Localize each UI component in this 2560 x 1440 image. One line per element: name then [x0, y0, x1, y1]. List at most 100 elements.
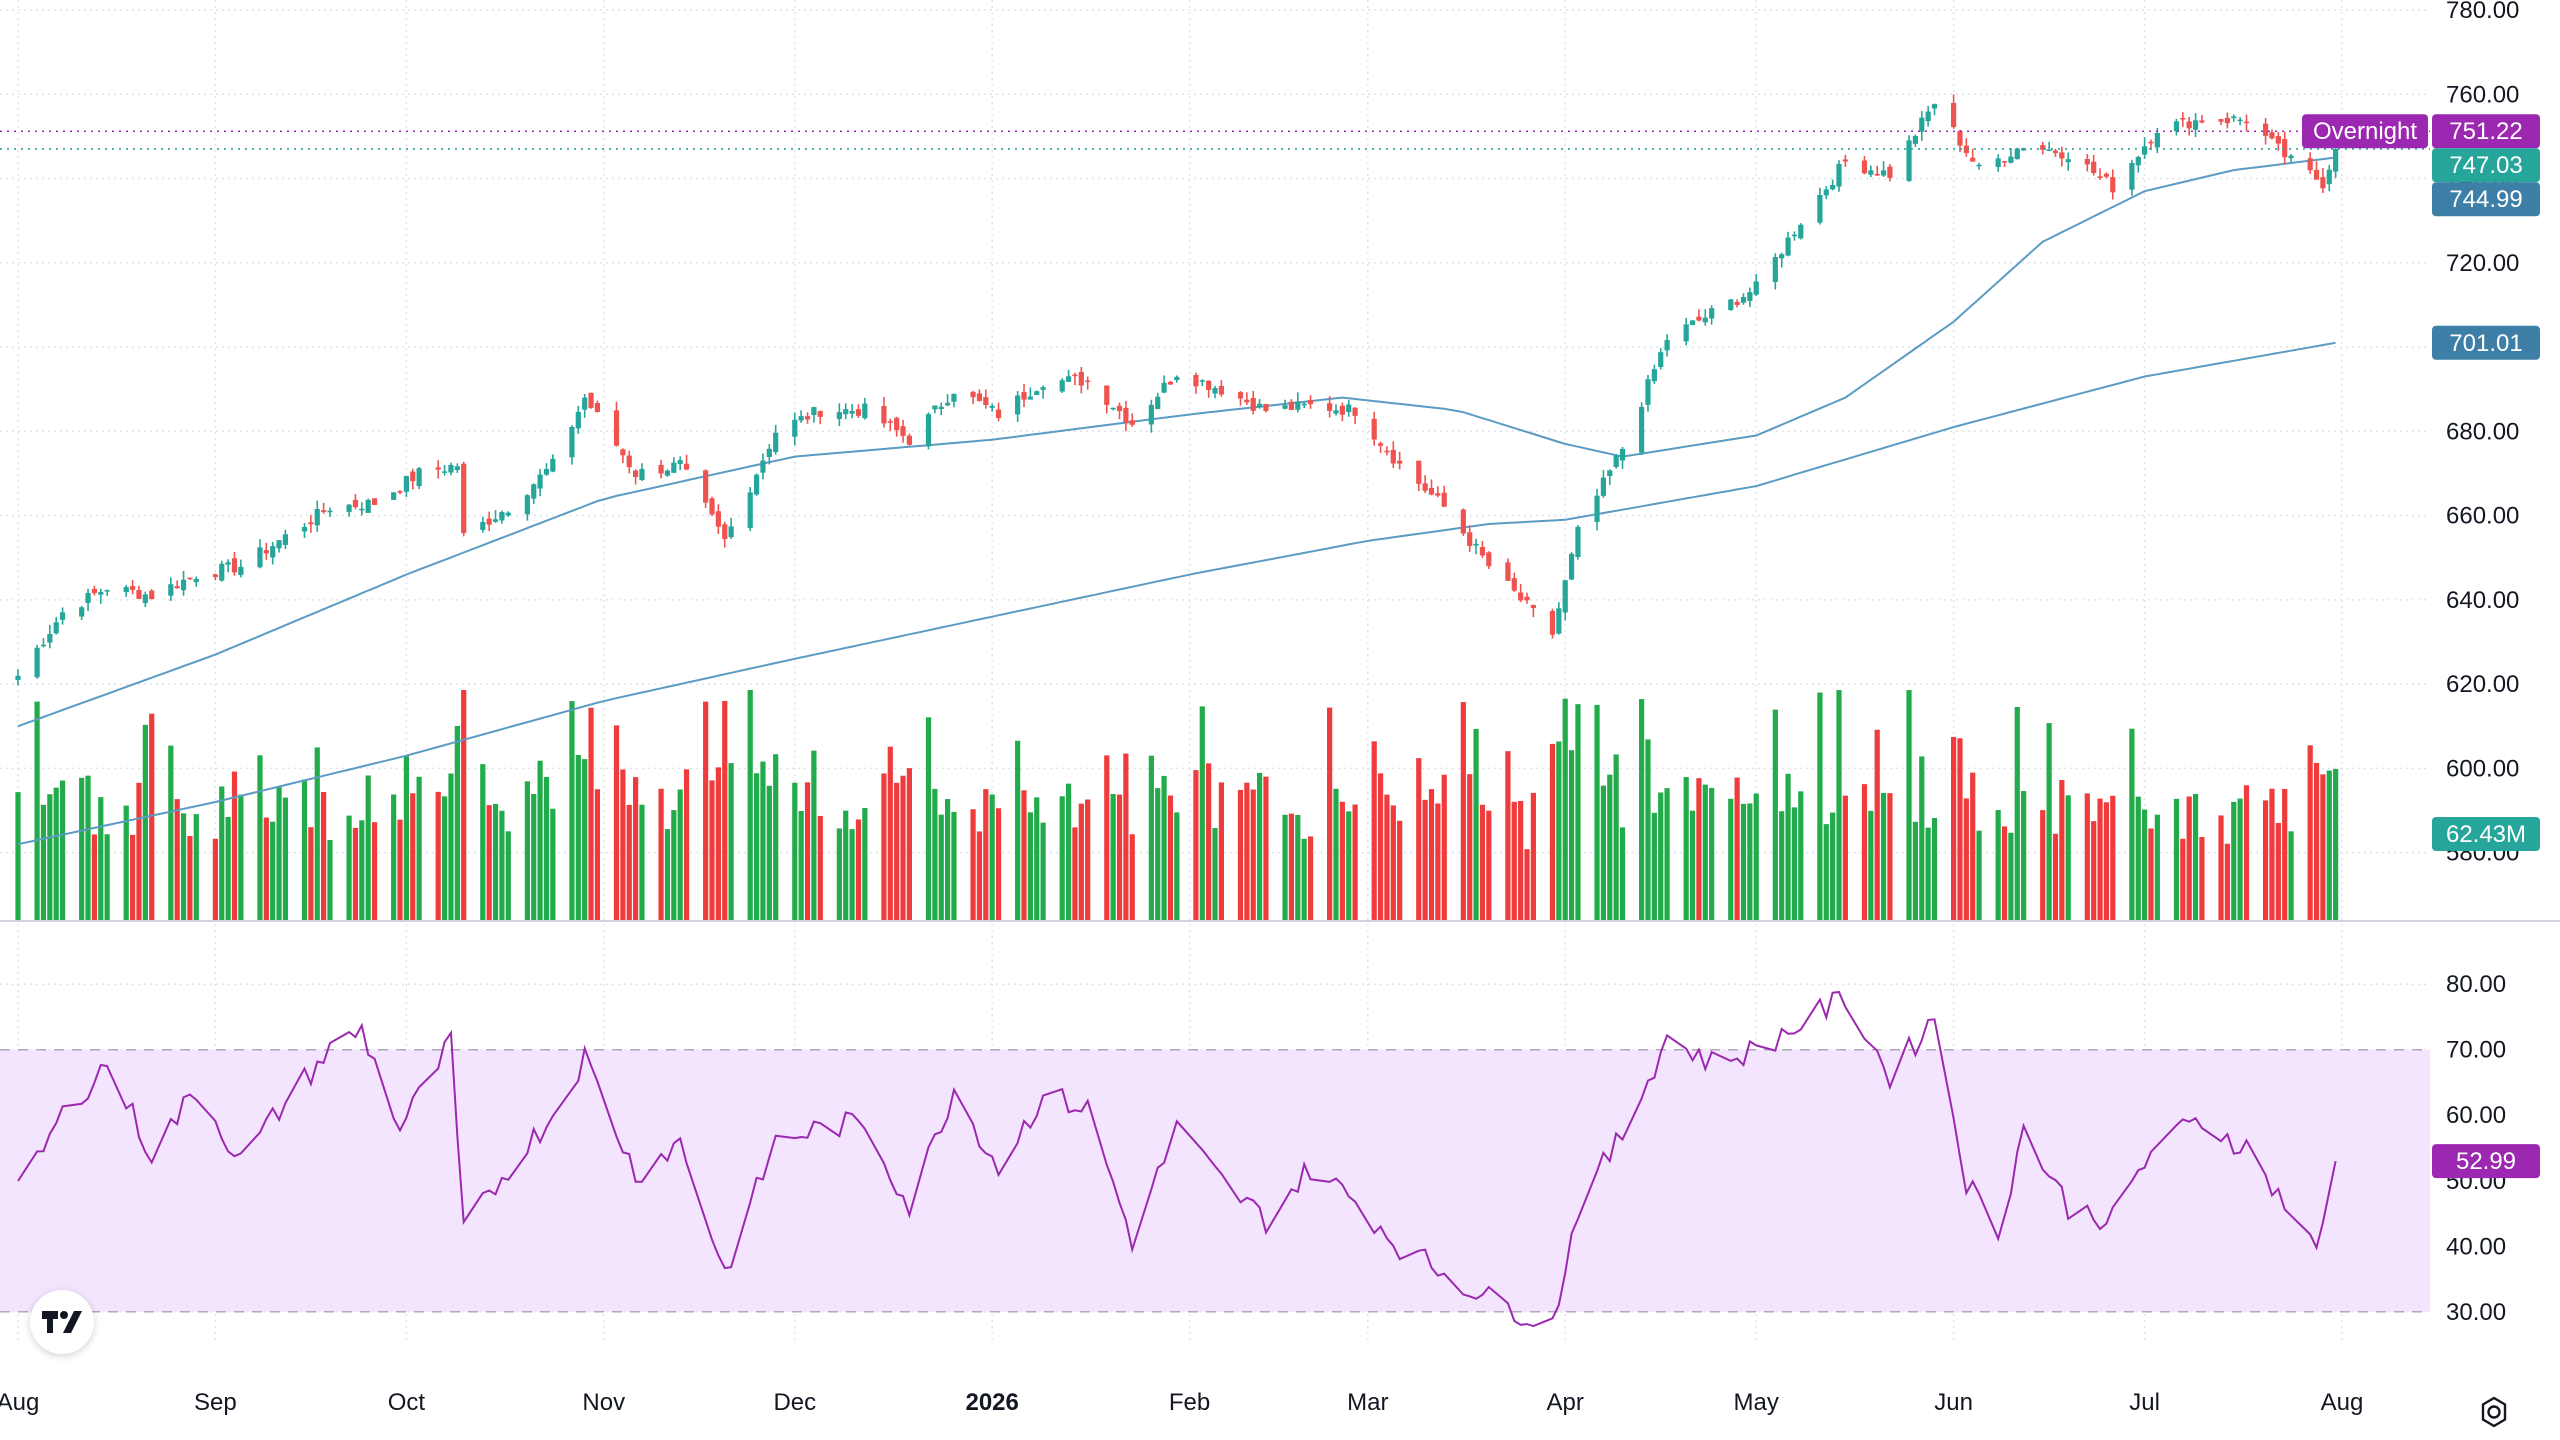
- candle-body: [1034, 391, 1040, 396]
- candle-body: [174, 586, 180, 589]
- candle-body: [1428, 487, 1435, 495]
- candle-body: [843, 409, 849, 415]
- time-tick-label: Feb: [1169, 1389, 1210, 1416]
- volume-bar: [855, 819, 862, 920]
- candle-body: [1594, 495, 1600, 522]
- candle-body: [2097, 176, 2103, 178]
- volume-bar: [321, 792, 327, 920]
- volume-bar: [760, 761, 766, 920]
- candle-body: [970, 391, 976, 398]
- candle-body: [1925, 111, 1931, 122]
- candle-body: [582, 397, 588, 410]
- volume-bar: [104, 834, 110, 920]
- candle-body: [1250, 397, 1256, 411]
- volume-bar: [989, 794, 995, 920]
- volume-bar: [1734, 777, 1740, 920]
- candle-body: [2237, 119, 2243, 122]
- candle-body: [2091, 161, 2097, 174]
- candle-body: [1709, 308, 1715, 319]
- volume-bar: [995, 808, 1002, 920]
- candle-body: [1435, 493, 1441, 496]
- candle-body: [282, 534, 289, 545]
- time-axis[interactable]: Aug Sep Oct Nov Dec 2026 Feb Mar Apr May Jun Jul Aug: [0, 1389, 2363, 1416]
- volume-bar: [2231, 801, 2237, 920]
- candle-body: [1791, 234, 1798, 237]
- volume-bar: [142, 724, 148, 920]
- volume-bar: [1435, 803, 1441, 920]
- volume-bar: [543, 776, 550, 920]
- volume-bar: [1842, 795, 1848, 920]
- tradingview-logo[interactable]: [30, 1290, 94, 1354]
- volume-bar: [1524, 849, 1530, 920]
- volume-bar: [1104, 755, 1110, 920]
- volume-bar: [365, 775, 371, 920]
- candle-body: [1479, 547, 1486, 556]
- volume-bar: [499, 810, 505, 920]
- volume-bar: [1568, 750, 1575, 920]
- candle-body: [225, 562, 231, 565]
- candle-body: [709, 498, 715, 515]
- volume-bar: [1015, 740, 1021, 920]
- volume-bar: [1607, 774, 1613, 920]
- volume-bar: [747, 690, 753, 920]
- volume-bar: [397, 819, 403, 920]
- candle-body: [403, 476, 409, 492]
- candle-body: [359, 508, 365, 511]
- candle-body: [537, 474, 543, 489]
- volume-bar: [1740, 803, 1747, 920]
- volume-bar: [1772, 709, 1778, 920]
- candle-body: [2192, 120, 2199, 130]
- candle-body: [136, 589, 142, 599]
- volume-bar: [938, 814, 944, 920]
- candle-body: [836, 412, 842, 419]
- settings-icon[interactable]: [2474, 1392, 2514, 1432]
- candle-body: [1957, 131, 1963, 146]
- volume-bar: [486, 805, 492, 920]
- price-tick-label: 640.00: [2446, 587, 2519, 614]
- candle-body: [505, 512, 511, 516]
- candle-body: [569, 426, 575, 458]
- candle-body: [671, 462, 677, 473]
- candle-body: [1110, 407, 1116, 410]
- volume-bar: [639, 804, 645, 920]
- candle-body: [524, 495, 530, 515]
- price-tick-label: 660.00: [2446, 503, 2519, 530]
- candle-body: [1199, 380, 1205, 382]
- ma200-line: [17, 341, 2336, 846]
- candle-body: [1486, 552, 1492, 567]
- volume-bar: [1422, 799, 1428, 920]
- candle-body: [1696, 316, 1702, 321]
- volume-bar: [1288, 813, 1295, 920]
- candle-body: [1868, 170, 1874, 175]
- volume-bar: [1549, 743, 1556, 920]
- candle-body: [932, 405, 938, 410]
- time-tick-label: May: [1734, 1389, 1779, 1416]
- volume-bar: [1639, 699, 1645, 920]
- volume-bar: [633, 777, 639, 920]
- volume-bar: [492, 803, 499, 920]
- price-axis[interactable]: 780.00760.00740.00720.00700.00680.00660.…: [2446, 0, 2519, 1326]
- rsi-tag: [2432, 1144, 2540, 1179]
- candle-body: [391, 492, 397, 500]
- candle-body: [193, 578, 199, 583]
- volume-bar: [1995, 810, 2001, 920]
- price-tick-label: 600.00: [2446, 755, 2519, 782]
- candle-body: [2046, 149, 2052, 151]
- candle-body: [1664, 340, 1670, 351]
- candle-body: [1740, 297, 1747, 303]
- price-tag: [2432, 114, 2540, 149]
- candle-body: [435, 467, 441, 470]
- volume-bar: [1148, 755, 1154, 920]
- price-tag-text: 747.03: [2449, 152, 2522, 179]
- volume-bar: [1976, 830, 1982, 920]
- candle-body: [849, 411, 855, 414]
- candle-body: [1645, 379, 1651, 405]
- candle-body: [588, 392, 594, 408]
- candle-body: [454, 466, 460, 471]
- candle-body: [531, 484, 537, 499]
- volume-bar: [1085, 799, 1091, 920]
- volume-bar: [1874, 729, 1880, 920]
- price-tag: [2432, 182, 2540, 217]
- volume-bar: [951, 811, 957, 920]
